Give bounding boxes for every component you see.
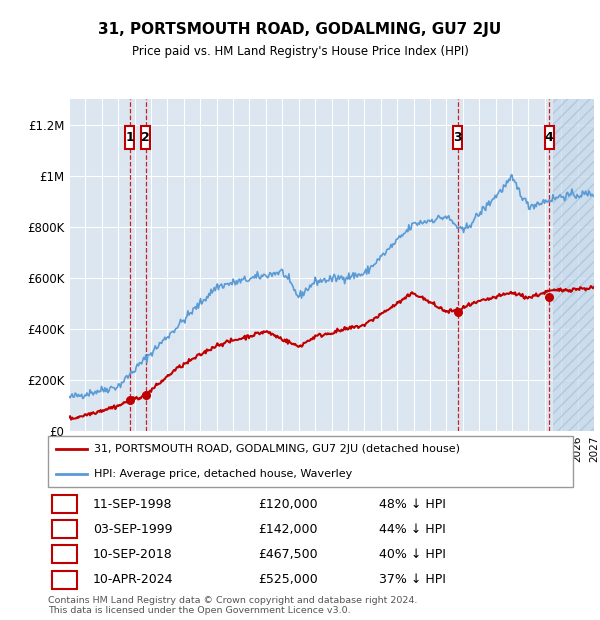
- Text: 44% ↓ HPI: 44% ↓ HPI: [379, 523, 445, 536]
- FancyBboxPatch shape: [141, 126, 150, 149]
- Text: £142,000: £142,000: [258, 523, 317, 536]
- Text: 31, PORTSMOUTH ROAD, GODALMING, GU7 2JU (detached house): 31, PORTSMOUTH ROAD, GODALMING, GU7 2JU …: [94, 443, 460, 454]
- FancyBboxPatch shape: [48, 436, 573, 487]
- Text: 2: 2: [61, 523, 69, 536]
- Text: 03-SEP-1999: 03-SEP-1999: [92, 523, 172, 536]
- Text: 4: 4: [545, 131, 554, 144]
- FancyBboxPatch shape: [125, 126, 134, 149]
- Text: £120,000: £120,000: [258, 498, 317, 511]
- Text: 1: 1: [61, 498, 69, 511]
- FancyBboxPatch shape: [453, 126, 462, 149]
- Bar: [553, 99, 594, 431]
- Text: 37% ↓ HPI: 37% ↓ HPI: [379, 573, 446, 586]
- FancyBboxPatch shape: [545, 126, 554, 149]
- Text: 48% ↓ HPI: 48% ↓ HPI: [379, 498, 446, 511]
- Text: 1: 1: [125, 131, 134, 144]
- FancyBboxPatch shape: [52, 570, 77, 588]
- Text: 10-SEP-2018: 10-SEP-2018: [92, 548, 172, 561]
- Text: Contains HM Land Registry data © Crown copyright and database right 2024.
This d: Contains HM Land Registry data © Crown c…: [48, 596, 418, 615]
- Text: HPI: Average price, detached house, Waverley: HPI: Average price, detached house, Wave…: [94, 469, 352, 479]
- Text: £525,000: £525,000: [258, 573, 318, 586]
- Text: 4: 4: [61, 573, 69, 586]
- Text: £467,500: £467,500: [258, 548, 317, 561]
- Text: 10-APR-2024: 10-APR-2024: [92, 573, 173, 586]
- FancyBboxPatch shape: [52, 495, 77, 513]
- Text: 2: 2: [141, 131, 150, 144]
- Text: 31, PORTSMOUTH ROAD, GODALMING, GU7 2JU: 31, PORTSMOUTH ROAD, GODALMING, GU7 2JU: [98, 22, 502, 37]
- Text: 40% ↓ HPI: 40% ↓ HPI: [379, 548, 446, 561]
- FancyBboxPatch shape: [52, 546, 77, 564]
- FancyBboxPatch shape: [52, 520, 77, 538]
- Text: 3: 3: [454, 131, 462, 144]
- Text: Price paid vs. HM Land Registry's House Price Index (HPI): Price paid vs. HM Land Registry's House …: [131, 45, 469, 58]
- Text: 11-SEP-1998: 11-SEP-1998: [92, 498, 172, 511]
- Text: 3: 3: [61, 548, 69, 561]
